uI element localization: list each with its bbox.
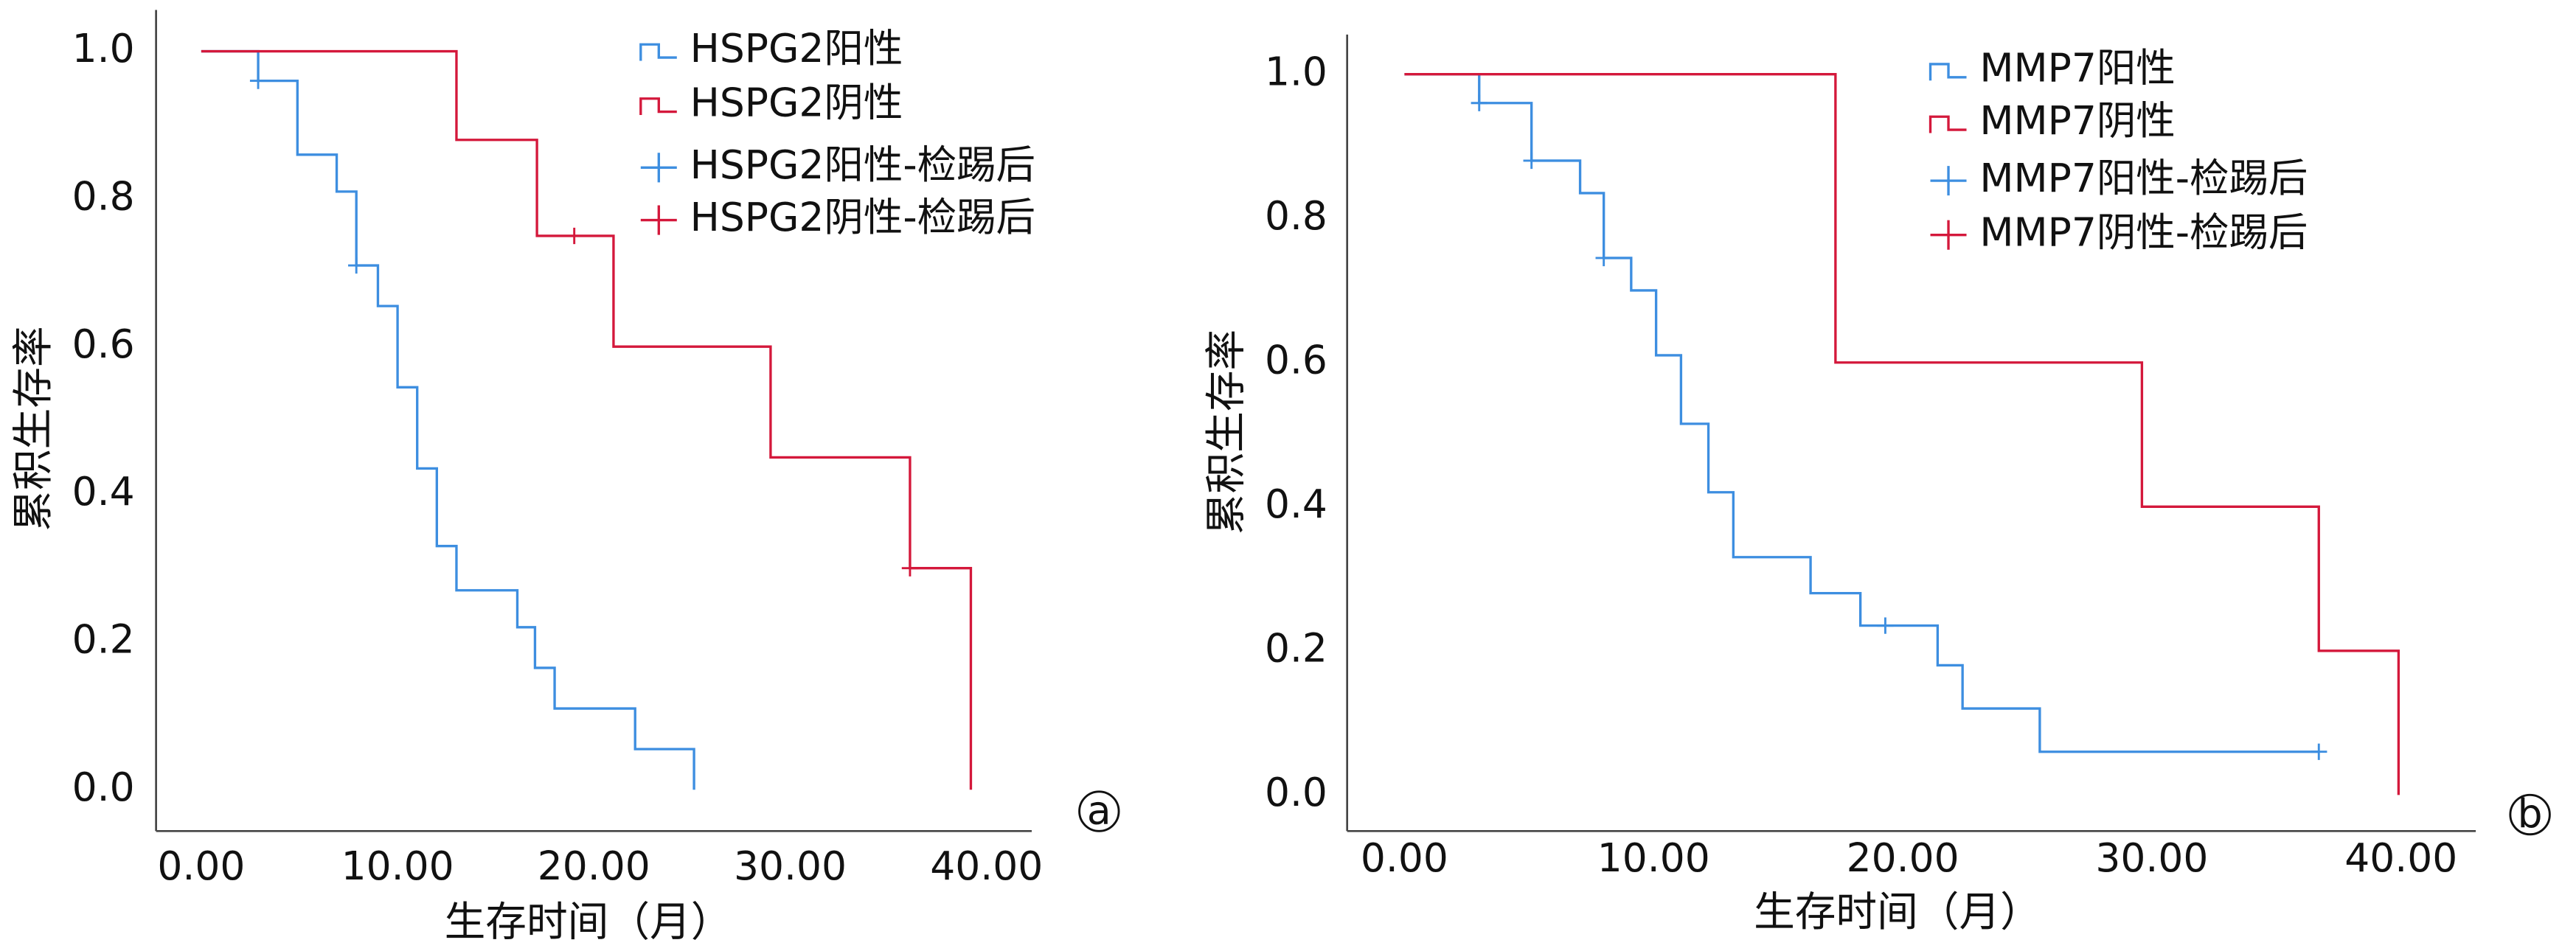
censor-mark bbox=[566, 227, 583, 245]
panel-label: b bbox=[2518, 790, 2543, 837]
x-tick-label: 40.00 bbox=[930, 843, 1043, 889]
y-tick-label: 0.4 bbox=[72, 468, 135, 515]
legend-label: MMP7阴性-检踢后 bbox=[1979, 209, 2308, 255]
survival-line bbox=[1404, 72, 2400, 795]
y-tick-label: 0.8 bbox=[1265, 192, 1327, 239]
y-tick-label: 0.0 bbox=[1265, 769, 1327, 815]
y-tick-label: 0.6 bbox=[72, 321, 135, 367]
y-tick-label: 1.0 bbox=[72, 25, 135, 72]
legend-symbol bbox=[1930, 166, 1967, 196]
legend-label: MMP7阳性-检踢后 bbox=[1979, 155, 2308, 201]
censor-mark bbox=[901, 560, 919, 576]
y-tick-label: 0.4 bbox=[1265, 481, 1327, 527]
censor-mark bbox=[2311, 743, 2327, 760]
x-tick-label: 30.00 bbox=[734, 843, 847, 889]
x-tick-label: 10.00 bbox=[341, 843, 454, 889]
censor-mark bbox=[1595, 249, 1612, 267]
chart-panel: 0.0 0.2 0.4 0.6 0.8 1.0 0.00 10.00 20.00 30.00 40.… bbox=[10, 10, 1120, 946]
legend-symbol bbox=[1928, 63, 1967, 81]
censor-mark bbox=[1471, 94, 1487, 111]
y-tick-label: 0.2 bbox=[1265, 624, 1327, 671]
y-tick-label: 1.0 bbox=[1265, 48, 1327, 94]
chart-panel: 0.0 0.2 0.4 0.6 0.8 1.0 0.00 10.00 20.00 30.00 40.… bbox=[1202, 34, 2551, 936]
x-tick-label: 0.00 bbox=[157, 843, 245, 889]
x-tick-label: 20.00 bbox=[538, 843, 650, 889]
survival-line bbox=[201, 49, 695, 790]
y-tick-label: 0.0 bbox=[72, 764, 135, 810]
panel-circle bbox=[1078, 790, 1120, 832]
x-tick-label: 20.00 bbox=[1847, 835, 1959, 881]
y-axis-title: 累积生存率 bbox=[10, 326, 58, 531]
legend-label: HSPG2阴性 bbox=[690, 79, 903, 125]
legend-symbol bbox=[639, 97, 677, 116]
y-tick-label: 0.2 bbox=[72, 616, 135, 663]
x-tick-label: 30.00 bbox=[2095, 835, 2208, 881]
censor-mark bbox=[1877, 617, 1894, 634]
legend-label: MMP7阴性 bbox=[1979, 97, 2175, 144]
survival-line bbox=[1404, 72, 2319, 753]
y-axis-title: 累积生存率 bbox=[1202, 330, 1250, 534]
panel-circle bbox=[2509, 793, 2551, 836]
legend-symbol bbox=[1928, 115, 1967, 133]
legend-label: HSPG2阳性-检踢后 bbox=[690, 142, 1035, 188]
x-tick-label: 10.00 bbox=[1597, 835, 1710, 881]
x-axis-title: 生存时间（月） bbox=[445, 898, 732, 946]
legend-label: HSPG2阴性-检踢后 bbox=[690, 194, 1035, 240]
legend-label: MMP7阳性 bbox=[1979, 45, 2175, 91]
legend-symbol bbox=[1930, 220, 1967, 250]
x-axis-title: 生存时间（月） bbox=[1754, 888, 2041, 936]
legend-symbol bbox=[640, 153, 677, 183]
x-tick-label: 40.00 bbox=[2344, 835, 2457, 881]
censor-mark bbox=[348, 257, 365, 274]
legend-symbol bbox=[639, 43, 677, 61]
censor-mark bbox=[249, 72, 267, 89]
legend-symbol bbox=[640, 205, 677, 235]
panel-label: a bbox=[1087, 787, 1111, 833]
censor-mark bbox=[1523, 152, 1540, 170]
legend-label: HSPG2阳性 bbox=[690, 25, 903, 72]
y-tick-label: 0.8 bbox=[72, 173, 135, 220]
x-tick-label: 0.00 bbox=[1361, 835, 1448, 881]
y-tick-label: 0.6 bbox=[1265, 336, 1327, 383]
